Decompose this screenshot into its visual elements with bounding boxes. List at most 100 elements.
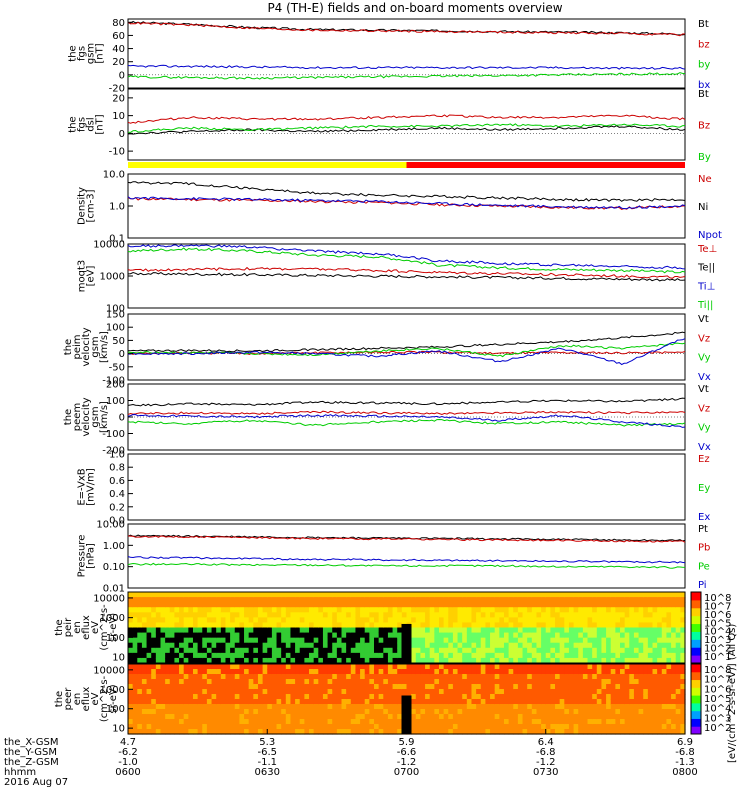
spectrogram-cell <box>429 684 435 690</box>
spectrogram-cell <box>174 637 180 644</box>
spectrogram-cell <box>216 622 222 629</box>
spectrogram-cell <box>248 664 254 670</box>
spectrogram-cell <box>360 592 366 598</box>
spectrogram-cell <box>443 704 449 710</box>
spectrogram-cell <box>304 632 310 639</box>
spectrogram-cell <box>206 709 213 715</box>
colorbar-tick: 10^4 <box>704 627 731 638</box>
spectrogram-cell <box>680 729 686 735</box>
spectrogram-cell <box>197 679 203 685</box>
spectrogram-cell <box>220 709 227 715</box>
spectrogram-cell <box>610 597 616 603</box>
spectrogram-cell <box>522 642 528 649</box>
spectrogram-cell <box>137 704 143 710</box>
spectrogram-cell <box>169 694 176 700</box>
spectrogram-cell <box>680 642 686 649</box>
spectrogram-cell <box>438 724 445 730</box>
spectrogram-cell <box>234 664 240 670</box>
spectrogram-cell <box>425 642 431 649</box>
spectrogram-cell <box>374 632 380 639</box>
spectrogram-cell <box>643 637 649 644</box>
spectrogram-cell <box>462 669 468 675</box>
spectrogram-cell <box>378 597 384 603</box>
spectrogram-cell <box>165 612 171 618</box>
spectrogram-cell <box>517 647 524 654</box>
spectrogram-cell <box>216 627 222 634</box>
spectrogram-cell <box>438 652 445 659</box>
spectrogram-cell <box>592 694 598 700</box>
spectrogram-cell <box>657 724 663 730</box>
spectrogram-cell <box>657 642 663 649</box>
spectrogram-cell <box>327 694 333 700</box>
colorbar-segment <box>691 592 701 601</box>
spectrogram-cell <box>466 592 473 598</box>
spectrogram-cell <box>541 699 547 705</box>
spectrogram-cell <box>225 657 231 664</box>
spectrogram-cell <box>332 657 338 664</box>
spectrogram-cell <box>276 674 282 680</box>
spectrogram-cell <box>248 709 254 715</box>
spectrogram-cell <box>490 714 496 720</box>
spectrogram-cell <box>587 602 593 608</box>
spectrogram-cell <box>675 632 681 639</box>
spectrogram-cell <box>624 684 630 690</box>
spectrogram-cell <box>318 664 324 670</box>
spectrogram-cell <box>633 704 640 710</box>
spectrogram-cell <box>281 704 287 710</box>
spectrogram-cell <box>225 637 231 644</box>
spectrogram-cell <box>587 647 593 654</box>
spectrogram-cell <box>610 679 616 685</box>
spectrogram-cell <box>462 729 468 735</box>
spectrogram-cell <box>183 679 189 685</box>
spectrogram-cell <box>629 694 635 700</box>
spectrogram-cell <box>411 694 417 700</box>
spectrogram-cell <box>429 669 435 675</box>
spectrogram-cell <box>401 679 408 685</box>
spectrogram-cell <box>606 674 612 680</box>
spectrogram-cell <box>462 714 468 720</box>
spectrogram-cell <box>550 642 556 649</box>
spectrogram-cell <box>206 622 213 629</box>
spectrogram-cell <box>513 699 519 705</box>
spectrogram-cell <box>462 617 468 624</box>
spectrogram-cell <box>188 724 194 730</box>
spectrogram-cell <box>192 719 199 725</box>
spectrogram-cell <box>541 657 547 664</box>
spectrogram-cell <box>503 642 510 649</box>
spectrogram-cell <box>197 637 203 644</box>
spectrogram-cell <box>480 637 487 644</box>
spectrogram-cell <box>680 607 686 613</box>
spectrogram-cell <box>587 674 593 680</box>
spectrogram-cell <box>443 714 449 720</box>
spectrogram-cell <box>318 617 324 624</box>
spectrogram-cell <box>155 642 162 649</box>
spectrogram-cell <box>494 592 500 598</box>
spectrogram-cell <box>183 637 189 644</box>
spectrogram-cell <box>457 607 463 613</box>
spectrogram-cell <box>541 632 547 639</box>
spectrogram-cell <box>369 652 375 659</box>
spectrogram-cell <box>169 704 176 710</box>
spectrogram-cell <box>392 652 398 659</box>
spectrogram-cell <box>471 657 477 664</box>
spectrogram-cell <box>466 632 473 639</box>
spectrogram-cell <box>155 709 162 715</box>
spectrogram-cell <box>494 627 500 634</box>
spectrogram-cell <box>661 607 668 613</box>
spectrogram-cell <box>503 724 510 730</box>
spectrogram-cell <box>327 714 333 720</box>
spectrogram-cell <box>378 607 384 613</box>
spectrogram-cell <box>369 637 375 644</box>
spectrogram-cell <box>657 612 663 618</box>
spectrogram-cell <box>374 684 380 690</box>
spectrogram-cell <box>206 612 213 618</box>
spectrogram-cell <box>174 729 180 735</box>
spectrogram-cell <box>578 684 584 690</box>
spectrogram-cell <box>420 597 426 603</box>
spectrogram-cell <box>429 699 435 705</box>
y-label-line: [nT] <box>95 43 106 63</box>
spectrogram-cell <box>503 694 510 700</box>
spectrogram-cell <box>457 602 463 608</box>
spectrogram-cell <box>559 694 565 700</box>
